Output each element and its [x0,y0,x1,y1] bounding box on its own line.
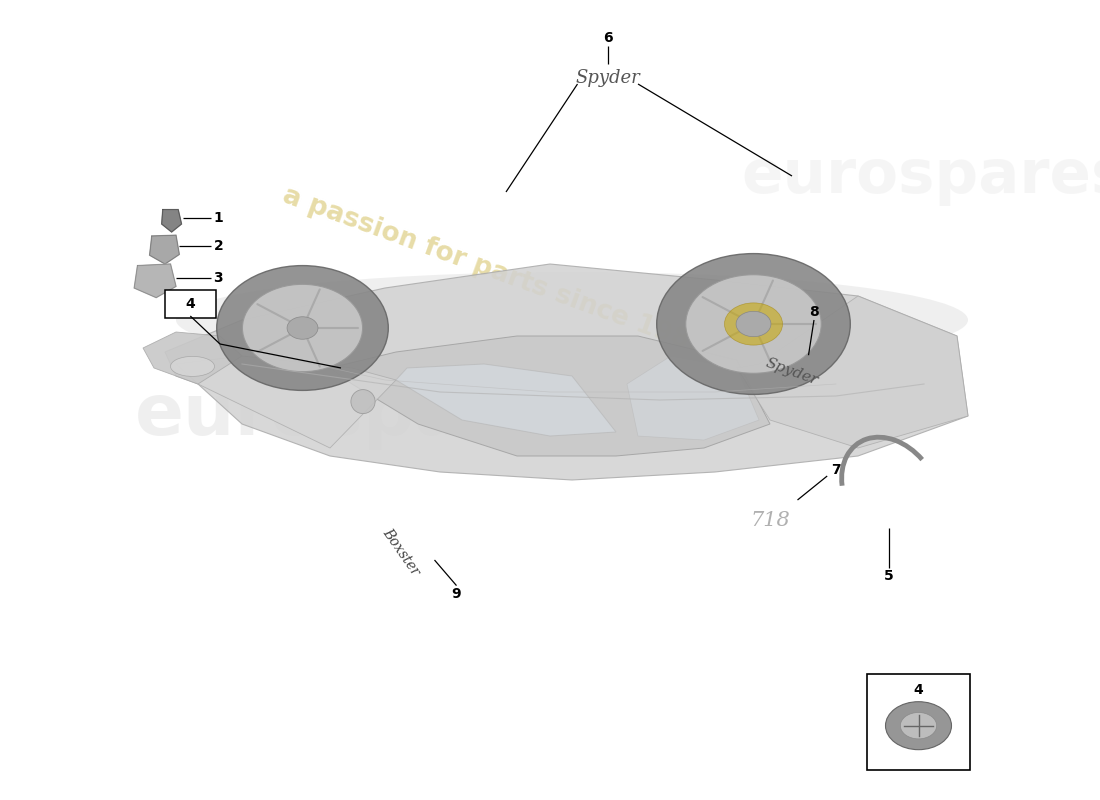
Circle shape [242,284,363,372]
Polygon shape [134,264,176,298]
Polygon shape [143,332,242,384]
FancyBboxPatch shape [867,674,970,770]
Circle shape [886,702,952,750]
Circle shape [736,311,771,337]
Text: 718: 718 [750,510,790,530]
Text: 3: 3 [213,270,223,285]
FancyBboxPatch shape [165,290,216,318]
Circle shape [217,266,388,390]
Text: 9: 9 [452,586,461,601]
Circle shape [901,713,937,739]
Ellipse shape [176,272,968,368]
Polygon shape [162,210,182,232]
Polygon shape [396,364,616,436]
Circle shape [725,303,782,345]
Text: 4: 4 [186,297,195,311]
Circle shape [685,274,822,374]
Ellipse shape [351,390,375,414]
Text: Boxster: Boxster [381,526,422,578]
Text: 6: 6 [604,31,613,46]
Text: 1: 1 [213,210,223,225]
Text: 7: 7 [832,463,840,478]
Polygon shape [627,356,759,440]
Polygon shape [165,264,968,480]
Text: eurospares: eurospares [741,146,1100,206]
Polygon shape [176,356,396,448]
Text: 2: 2 [213,239,223,254]
Circle shape [657,254,850,394]
Polygon shape [150,235,179,264]
Text: 8: 8 [810,305,818,319]
Circle shape [287,317,318,339]
Polygon shape [330,336,770,456]
Text: Spyder: Spyder [576,69,640,86]
Text: Spyder: Spyder [763,356,821,388]
Polygon shape [737,296,968,448]
Text: eurospares: eurospares [134,382,592,450]
Text: 5: 5 [884,569,893,583]
Ellipse shape [170,357,214,376]
Text: a passion for parts since 1985: a passion for parts since 1985 [279,183,711,361]
Text: 4: 4 [914,682,923,697]
